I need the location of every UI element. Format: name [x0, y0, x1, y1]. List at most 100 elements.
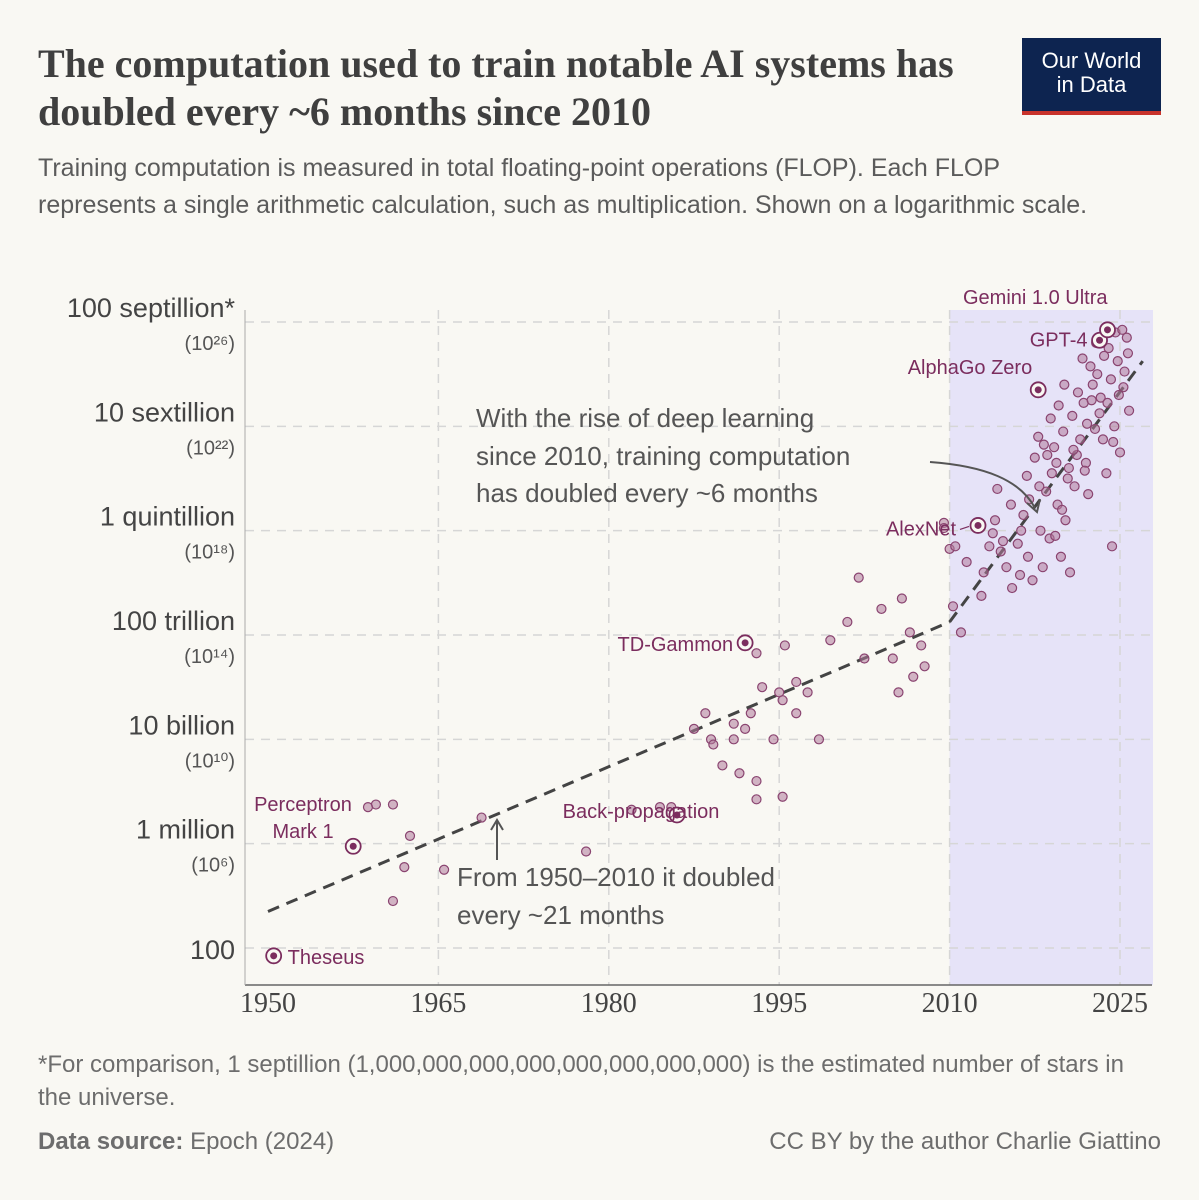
data-point[interactable]	[1021, 470, 1032, 481]
data-point[interactable]	[859, 653, 870, 664]
data-point[interactable]	[399, 862, 410, 873]
data-point[interactable]	[751, 794, 762, 805]
data-point[interactable]	[728, 734, 739, 745]
data-point[interactable]	[1058, 426, 1069, 437]
data-point[interactable]	[961, 556, 972, 568]
data-point[interactable]	[1086, 395, 1097, 406]
data-point[interactable]	[919, 661, 930, 672]
data-point[interactable]	[1006, 582, 1018, 594]
data-point[interactable]	[1050, 530, 1061, 541]
data-point[interactable]	[626, 804, 637, 815]
data-point[interactable]	[876, 603, 887, 615]
data-point[interactable]	[1119, 366, 1130, 377]
data-point[interactable]	[1056, 504, 1068, 515]
data-point[interactable]	[654, 802, 666, 813]
data-point[interactable]	[1012, 538, 1023, 549]
data-point[interactable]	[757, 682, 768, 693]
data-point[interactable]	[1063, 462, 1074, 474]
owid-logo[interactable]: Our World in Data	[1022, 38, 1161, 115]
data-point[interactable]	[1118, 382, 1129, 393]
data-point[interactable]	[1083, 489, 1094, 500]
data-point[interactable]	[1113, 389, 1124, 401]
data-point[interactable]	[802, 687, 813, 698]
data-point[interactable]	[1059, 379, 1070, 390]
data-point[interactable]	[1114, 447, 1126, 458]
data-point[interactable]	[1108, 436, 1119, 448]
data-point[interactable]	[853, 572, 864, 583]
data-point[interactable]	[387, 799, 399, 810]
data-point[interactable]	[1092, 369, 1103, 380]
data-point[interactable]	[1042, 449, 1053, 461]
data-point[interactable]	[751, 648, 762, 659]
data-point[interactable]	[893, 687, 904, 698]
data-point[interactable]	[1094, 408, 1105, 419]
data-point[interactable]	[1085, 361, 1096, 372]
highlight-dot[interactable]	[1104, 326, 1112, 334]
data-point[interactable]	[908, 671, 919, 682]
data-point[interactable]	[779, 640, 790, 651]
data-point[interactable]	[1102, 397, 1113, 408]
highlight-dot[interactable]	[673, 811, 681, 819]
data-point[interactable]	[1087, 379, 1098, 390]
data-point[interactable]	[1027, 575, 1038, 586]
data-point[interactable]	[580, 846, 592, 857]
data-point[interactable]	[1103, 342, 1114, 354]
data-point[interactable]	[995, 546, 1006, 557]
data-point[interactable]	[896, 593, 907, 604]
data-point[interactable]	[688, 723, 700, 735]
data-point[interactable]	[950, 541, 961, 552]
highlight-dot[interactable]	[270, 952, 278, 960]
data-point[interactable]	[1122, 348, 1134, 359]
data-point[interactable]	[717, 760, 728, 771]
data-point[interactable]	[978, 567, 989, 578]
data-point[interactable]	[1034, 481, 1045, 492]
data-point[interactable]	[1055, 551, 1067, 562]
data-point[interactable]	[1098, 350, 1110, 362]
highlight-dot[interactable]	[349, 842, 357, 850]
highlight-dot[interactable]	[741, 639, 749, 647]
data-point[interactable]	[1101, 468, 1112, 479]
highlight-dot[interactable]	[974, 521, 982, 529]
data-point[interactable]	[955, 627, 967, 638]
data-point[interactable]	[1072, 387, 1084, 398]
highlight-dot[interactable]	[1096, 336, 1104, 344]
data-point[interactable]	[777, 695, 788, 706]
data-point[interactable]	[1005, 499, 1017, 510]
data-point[interactable]	[1095, 392, 1106, 403]
data-point[interactable]	[1014, 569, 1026, 581]
data-point[interactable]	[987, 528, 998, 539]
data-point[interactable]	[1067, 410, 1078, 421]
data-point[interactable]	[1105, 374, 1117, 385]
data-point[interactable]	[777, 791, 788, 802]
data-point[interactable]	[1075, 434, 1086, 445]
data-point[interactable]	[1049, 442, 1060, 453]
data-point[interactable]	[947, 601, 959, 612]
data-point[interactable]	[791, 708, 802, 719]
data-point[interactable]	[404, 830, 416, 841]
data-point[interactable]	[1064, 567, 1076, 578]
data-point[interactable]	[1037, 562, 1048, 573]
data-point[interactable]	[1062, 473, 1073, 484]
data-point[interactable]	[1106, 541, 1118, 552]
data-point[interactable]	[387, 895, 399, 907]
data-point[interactable]	[438, 864, 450, 875]
data-point[interactable]	[1068, 444, 1079, 455]
data-point[interactable]	[989, 515, 1001, 526]
data-point[interactable]	[1018, 509, 1029, 521]
data-point[interactable]	[362, 802, 374, 813]
data-point[interactable]	[1029, 452, 1040, 463]
data-point[interactable]	[976, 590, 987, 601]
data-point[interactable]	[1053, 400, 1064, 411]
data-point[interactable]	[708, 739, 719, 750]
data-point[interactable]	[904, 627, 915, 638]
data-point[interactable]	[1117, 324, 1128, 335]
data-point[interactable]	[1069, 481, 1080, 492]
data-point[interactable]	[997, 535, 1009, 547]
data-point[interactable]	[1051, 457, 1062, 468]
data-point[interactable]	[1109, 421, 1120, 432]
data-point[interactable]	[745, 708, 756, 719]
data-point[interactable]	[1112, 356, 1123, 367]
data-point[interactable]	[1038, 439, 1049, 450]
highlight-dot[interactable]	[1034, 386, 1042, 394]
data-point[interactable]	[938, 522, 950, 534]
